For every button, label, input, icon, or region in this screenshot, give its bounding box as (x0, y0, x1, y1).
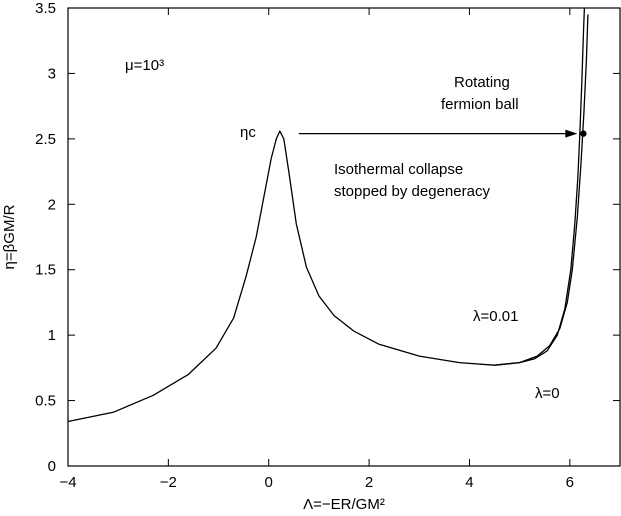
lambda-001-label: λ=0.01 (473, 308, 518, 325)
x-tick-label: 6 (566, 474, 574, 491)
mu-annotation: μ=10³ (125, 57, 164, 74)
annotations-layer (298, 129, 587, 138)
y-tick-label: 0.5 (35, 393, 56, 410)
plot-frame (67, 7, 621, 467)
y-tick-label: 2 (48, 196, 56, 213)
y-tick-label: 3 (48, 65, 56, 82)
isothermal-annotation-line1: Isothermal collapse (334, 161, 463, 178)
fermion-ball-point (580, 130, 587, 137)
x-tick-label: −4 (59, 474, 76, 491)
isothermal-annotation-line2: stopped by degeneracy (334, 183, 490, 200)
y-tick-label: 2.5 (35, 131, 56, 148)
rotating-annotation-line2: fermion ball (441, 96, 519, 113)
x-tick-label: 4 (465, 474, 473, 491)
eta-c-annotation: ηc (240, 124, 256, 141)
y-tick-label: 1.5 (35, 262, 56, 279)
series-line-1 (494, 7, 586, 366)
y-tick-label: 3.5 (35, 0, 56, 17)
lambda-0-label: λ=0 (535, 385, 560, 402)
y-axis-label: η=βGM/R (1, 204, 18, 269)
y-tick-label: 0 (48, 458, 56, 475)
rotating-annotation-line1: Rotating (454, 74, 510, 91)
x-tick-label: 0 (265, 474, 273, 491)
x-axis-label: Λ=−ER/GM² (303, 496, 385, 513)
axis-ticks: −4 −2 0 2 4 6 0 0.5 1 1.5 2 2.5 3 3.5 (35, 0, 620, 491)
arrow-head (565, 129, 578, 138)
series-line-0 (67, 14, 589, 423)
x-tick-label: 2 (365, 474, 373, 491)
series-lines (67, 7, 589, 423)
x-tick-label: −2 (160, 474, 177, 491)
y-tick-label: 1 (48, 327, 56, 344)
